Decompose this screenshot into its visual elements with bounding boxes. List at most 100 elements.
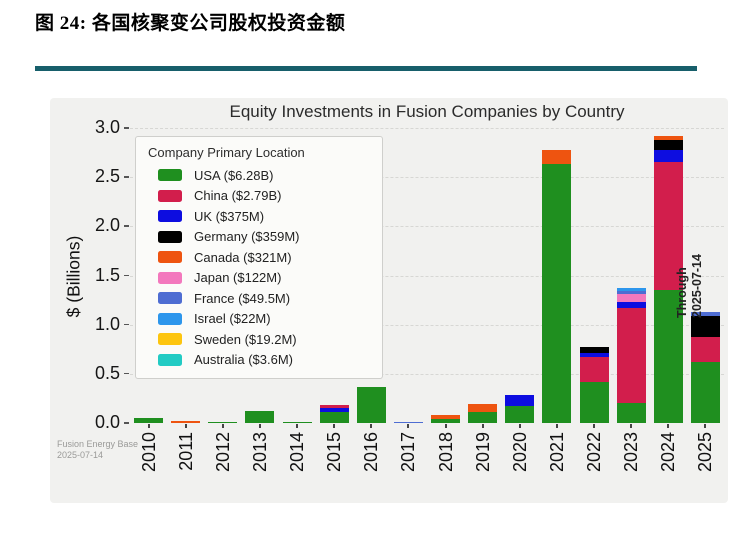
x-tick-mark-2017	[407, 424, 410, 428]
y-tick-mark-2.0	[124, 225, 129, 227]
x-tick-mark-2015	[333, 424, 336, 428]
y-tick-label-1.5: 1.5	[94, 264, 120, 285]
gridline-1.0	[130, 324, 724, 326]
y-tick-label-1.0: 1.0	[94, 313, 120, 334]
bar-2020-segment-USA	[505, 406, 535, 423]
bar-2025-segment-France-3	[690, 311, 720, 316]
x-tick-mark-2012	[221, 424, 224, 428]
legend-entry-Germany: Germany ($359M)	[146, 227, 372, 248]
legend-swatch-Canada	[158, 251, 182, 264]
divider-rule	[35, 66, 697, 71]
x-tick-label-2025: 2025	[695, 432, 716, 473]
y-tick-label-0.5: 0.5	[94, 362, 120, 383]
legend-entry-Sweden: Sweden ($19.2M)	[146, 329, 372, 350]
annotation-line2: 2025-07-14	[690, 254, 704, 318]
bar-2024-segment-Germany-3	[653, 139, 683, 150]
legend-label-Japan: Japan ($122M)	[194, 270, 282, 286]
legend: Company Primary Location USA ($6.28B) Chi…	[135, 136, 383, 379]
gridline-1.5	[130, 275, 724, 277]
x-tick-mark-2024	[667, 424, 670, 428]
bar-2012-segment-USA	[208, 422, 238, 424]
bar-2019-segment-USA	[468, 411, 498, 423]
bar-2023-segment-Israel-5	[616, 288, 646, 292]
legend-label-Germany: Germany ($359M)	[194, 229, 300, 245]
x-tick-label-2011: 2011	[175, 432, 196, 471]
bar-2022-segment-UK-2	[579, 352, 609, 358]
legend-label-UK: UK ($375M)	[194, 208, 265, 224]
legend-entry-USA: USA ($6.28B)	[146, 165, 372, 186]
legend-entry-Australia: Australia ($3.6M)	[146, 350, 372, 371]
x-tick-mark-2013	[258, 424, 261, 428]
y-tick-mark-3.0	[124, 127, 129, 129]
chart-panel: Equity Investments in Fusion Companies b…	[50, 98, 728, 503]
x-tick-label-2015: 2015	[324, 432, 345, 473]
bar-2015-segment-USA	[319, 411, 349, 423]
x-tick-mark-2018	[444, 424, 447, 428]
bar-2013-segment-USA	[245, 411, 275, 423]
bar-2015-segment-China-2	[319, 405, 349, 408]
legend-label-Australia: Australia ($3.6M)	[194, 352, 293, 368]
bar-2015-segment-UK-1	[319, 407, 349, 412]
y-tick-label-3.0: 3.0	[94, 117, 120, 137]
x-tick-label-2020: 2020	[509, 432, 530, 473]
bar-2025-segment-China-1	[690, 337, 720, 363]
chart-title: Equity Investments in Fusion Companies b…	[229, 102, 625, 121]
document-title: 图 24: 各国核聚变公司股权投资金额	[35, 13, 346, 34]
bar-2020-segment-UK-1	[505, 394, 535, 407]
source-line2: 2025-07-14	[57, 450, 104, 460]
gridline-3.0	[130, 128, 724, 129]
x-tick-label-2012: 2012	[212, 432, 233, 473]
legend-entry-China: China ($2.79B)	[146, 186, 372, 207]
legend-entry-Canada: Canada ($321M)	[146, 247, 372, 268]
legend-swatch-Japan	[158, 271, 182, 284]
bar-2023-segment-USA	[616, 403, 646, 423]
x-tick-mark-2022	[593, 424, 596, 428]
bar-2022-segment-Germany-3	[579, 347, 609, 353]
through-date-annotation: Through 2025-07-14	[675, 254, 705, 318]
gridline-0.5	[130, 373, 724, 375]
legend-label-China: China ($2.79B)	[194, 188, 282, 204]
bar-2022-segment-China-1	[579, 357, 609, 382]
y-tick-mark-0.5	[124, 372, 129, 375]
legend-label-USA: USA ($6.28B)	[194, 167, 274, 183]
x-tick-label-2019: 2019	[472, 432, 493, 473]
y-tick-mark-2.5	[124, 176, 129, 178]
source-note: Fusion Energy Base 2025-07-14	[57, 439, 138, 461]
legend-label-Sweden: Sweden ($19.2M)	[194, 331, 297, 347]
x-tick-label-2016: 2016	[361, 432, 382, 473]
source-line1: Fusion Energy Base	[57, 439, 139, 449]
x-tick-label-2022: 2022	[584, 432, 605, 473]
legend-label-Israel: Israel ($22M)	[194, 311, 271, 327]
bar-2023-segment-Japan-3	[616, 293, 646, 303]
legend-swatch-Australia	[158, 353, 182, 366]
legend-swatch-USA	[158, 169, 182, 182]
x-tick-label-2014: 2014	[287, 432, 308, 473]
bar-2024-segment-China-1	[653, 162, 683, 291]
bar-2025-segment-USA	[690, 362, 720, 423]
bar-2024-segment-UK-2	[653, 149, 683, 163]
y-tick-label-2.5: 2.5	[94, 166, 120, 187]
bar-2025-segment-Germany-2	[690, 315, 720, 338]
bar-2024-segment-USA	[653, 290, 683, 423]
bar-2024-segment-Canada-4	[653, 135, 683, 140]
gridline-2.0	[130, 226, 724, 228]
bar-2018-segment-USA	[431, 418, 461, 423]
legend-swatch-UK	[158, 210, 182, 223]
bar-2023-segment-UK-2	[616, 302, 646, 308]
x-tick-mark-2025	[704, 424, 707, 428]
bar-2023-segment-China-1	[616, 307, 646, 404]
x-tick-label-2024: 2024	[658, 432, 679, 473]
annotation-line1: Through	[675, 267, 689, 318]
legend-label-France: France ($49.5M)	[194, 290, 291, 306]
y-tick-mark-0.0	[124, 422, 129, 424]
x-tick-label-2010: 2010	[138, 432, 159, 473]
x-tick-mark-2016	[370, 424, 373, 428]
x-tick-mark-2021	[555, 424, 558, 428]
legend-entry-Israel: Israel ($22M)	[146, 309, 372, 330]
legend-swatch-France	[158, 292, 182, 305]
bar-2017-segment-France	[393, 421, 423, 423]
x-tick-label-2018: 2018	[435, 432, 456, 473]
x-tick-label-2021: 2021	[546, 432, 567, 473]
x-tick-mark-2020	[518, 424, 521, 428]
